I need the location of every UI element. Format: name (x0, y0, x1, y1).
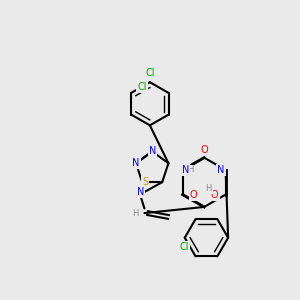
Text: N: N (217, 165, 225, 175)
Text: N: N (148, 146, 156, 157)
Text: N: N (182, 165, 189, 175)
Text: H: H (187, 166, 194, 175)
Text: N: N (132, 158, 140, 168)
Text: O: O (190, 190, 197, 200)
Text: O: O (211, 190, 219, 200)
Text: Cl: Cl (145, 68, 154, 78)
Text: Cl: Cl (180, 242, 190, 252)
Text: Cl: Cl (137, 82, 147, 92)
Text: O: O (200, 145, 208, 155)
Text: H: H (132, 208, 138, 217)
Text: S: S (142, 177, 148, 187)
Text: H: H (206, 184, 212, 193)
Text: N: N (137, 187, 144, 196)
